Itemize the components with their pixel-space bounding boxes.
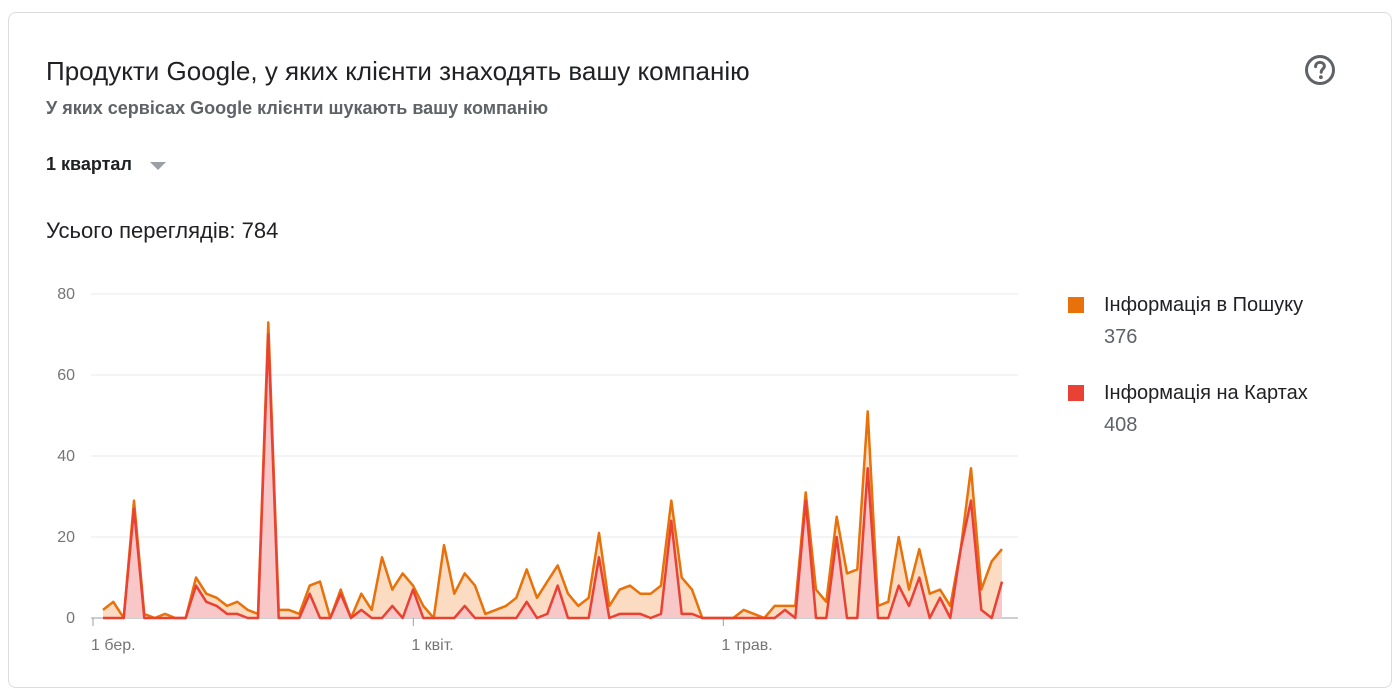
help-circle-icon[interactable]: [1304, 54, 1336, 86]
legend-item-search[interactable]: Інформація в Пошуку 376: [1068, 290, 1308, 352]
legend-name-maps: Інформація на Картах: [1104, 382, 1308, 404]
legend-swatch-search: [1068, 297, 1084, 313]
card-subtitle: У яких сервісах Google клієнти шукають в…: [46, 98, 549, 118]
views-area-chart: 0 20 40 60 80 1 бер. 1 квіт. 1 трав.: [57, 286, 1018, 654]
y-tick-label-40: 40: [57, 448, 75, 465]
y-tick-label-0: 0: [66, 610, 75, 627]
line-search: [102, 321, 1003, 620]
card-title: Продукти Google, у яких клієнти знаходят…: [46, 56, 750, 86]
legend-name-search: Інформація в Пошуку: [1104, 294, 1304, 316]
views-by-product-card: [8, 12, 1392, 688]
y-tick-label-60: 60: [57, 367, 75, 384]
area-search: [103, 322, 1002, 618]
y-tick-label-20: 20: [57, 529, 75, 546]
y-tick-label-80: 80: [57, 286, 75, 303]
period-selected-label: 1 квартал: [46, 154, 132, 174]
chart-legend: Інформація в Пошуку 376 Інформація на Ка…: [1068, 290, 1308, 466]
x-tick-label: 1 трав.: [721, 637, 772, 654]
chevron-down-icon: [149, 162, 166, 170]
legend-value-search: 376: [1104, 326, 1138, 348]
legend-item-maps[interactable]: Інформація на Картах 408: [1068, 378, 1308, 440]
line-maps: [103, 333, 1004, 620]
x-tick-label: 1 квіт.: [411, 637, 453, 654]
total-views: Усього переглядів: 784: [46, 218, 279, 243]
legend-swatch-maps: [1068, 385, 1084, 401]
x-tick-label: 1 бер.: [91, 637, 136, 654]
period-dropdown[interactable]: 1 квартал: [46, 154, 166, 175]
legend-value-maps: 408: [1104, 414, 1138, 436]
